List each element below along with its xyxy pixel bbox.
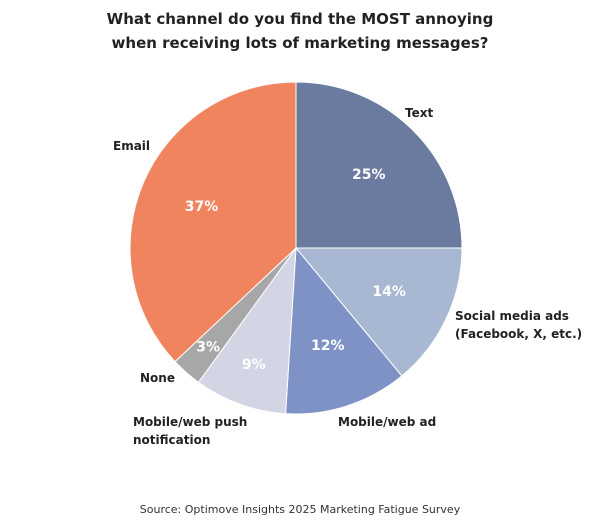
category-label: None bbox=[140, 371, 175, 385]
value-label: 3% bbox=[196, 340, 220, 356]
value-label: 9% bbox=[242, 357, 266, 373]
source: Source: Optimove Insights 2025 Marketing… bbox=[140, 503, 461, 516]
chart-title: when receiving lots of marketing message… bbox=[112, 34, 489, 52]
category-label: Mobile/web ad bbox=[338, 415, 437, 429]
value-label: 25% bbox=[352, 167, 386, 183]
pie-slice bbox=[295, 81, 463, 249]
category-label: Social media ads (Facebook, X, etc.) bbox=[455, 309, 583, 341]
pie-slice bbox=[197, 246, 297, 415]
category-label: Text bbox=[405, 106, 434, 120]
category-label: Mobile/web push notification bbox=[133, 415, 248, 447]
pie-slice bbox=[129, 81, 297, 363]
category-label: Email bbox=[113, 139, 151, 153]
pie-slice bbox=[294, 247, 463, 377]
value-label: 14% bbox=[372, 284, 406, 300]
chart-title: What channel do you find the MOST annoyi… bbox=[107, 10, 494, 28]
pie-slice bbox=[285, 246, 403, 415]
value-label: 12% bbox=[311, 338, 345, 354]
value-label: 37% bbox=[185, 199, 219, 215]
